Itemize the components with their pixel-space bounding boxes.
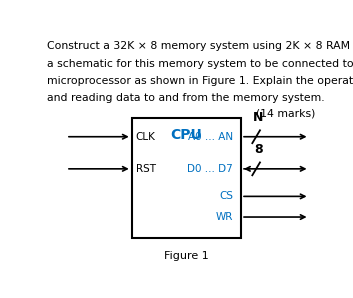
Text: WR: WR xyxy=(216,212,233,222)
Text: N: N xyxy=(253,111,264,124)
Text: Construct a 32K × 8 memory system using 2K × 8 RAM chip. Suggest: Construct a 32K × 8 memory system using … xyxy=(47,41,353,52)
Text: CS: CS xyxy=(219,191,233,201)
Text: CPU: CPU xyxy=(170,128,202,142)
Text: microprocessor as shown in Figure 1. Explain the operation of writing: microprocessor as shown in Figure 1. Exp… xyxy=(47,76,353,86)
Text: a schematic for this memory system to be connected to a general: a schematic for this memory system to be… xyxy=(47,59,353,69)
Text: and reading data to and from the memory system.: and reading data to and from the memory … xyxy=(47,93,324,103)
Text: CLK: CLK xyxy=(136,132,156,142)
Text: D0 ... D7: D0 ... D7 xyxy=(187,164,233,174)
Text: (14 marks): (14 marks) xyxy=(256,108,315,118)
Bar xyxy=(132,118,241,238)
Text: Figure 1: Figure 1 xyxy=(164,252,209,261)
Text: 8: 8 xyxy=(254,143,263,156)
Text: A0 ... AN: A0 ... AN xyxy=(188,132,233,142)
Text: RST: RST xyxy=(136,164,156,174)
